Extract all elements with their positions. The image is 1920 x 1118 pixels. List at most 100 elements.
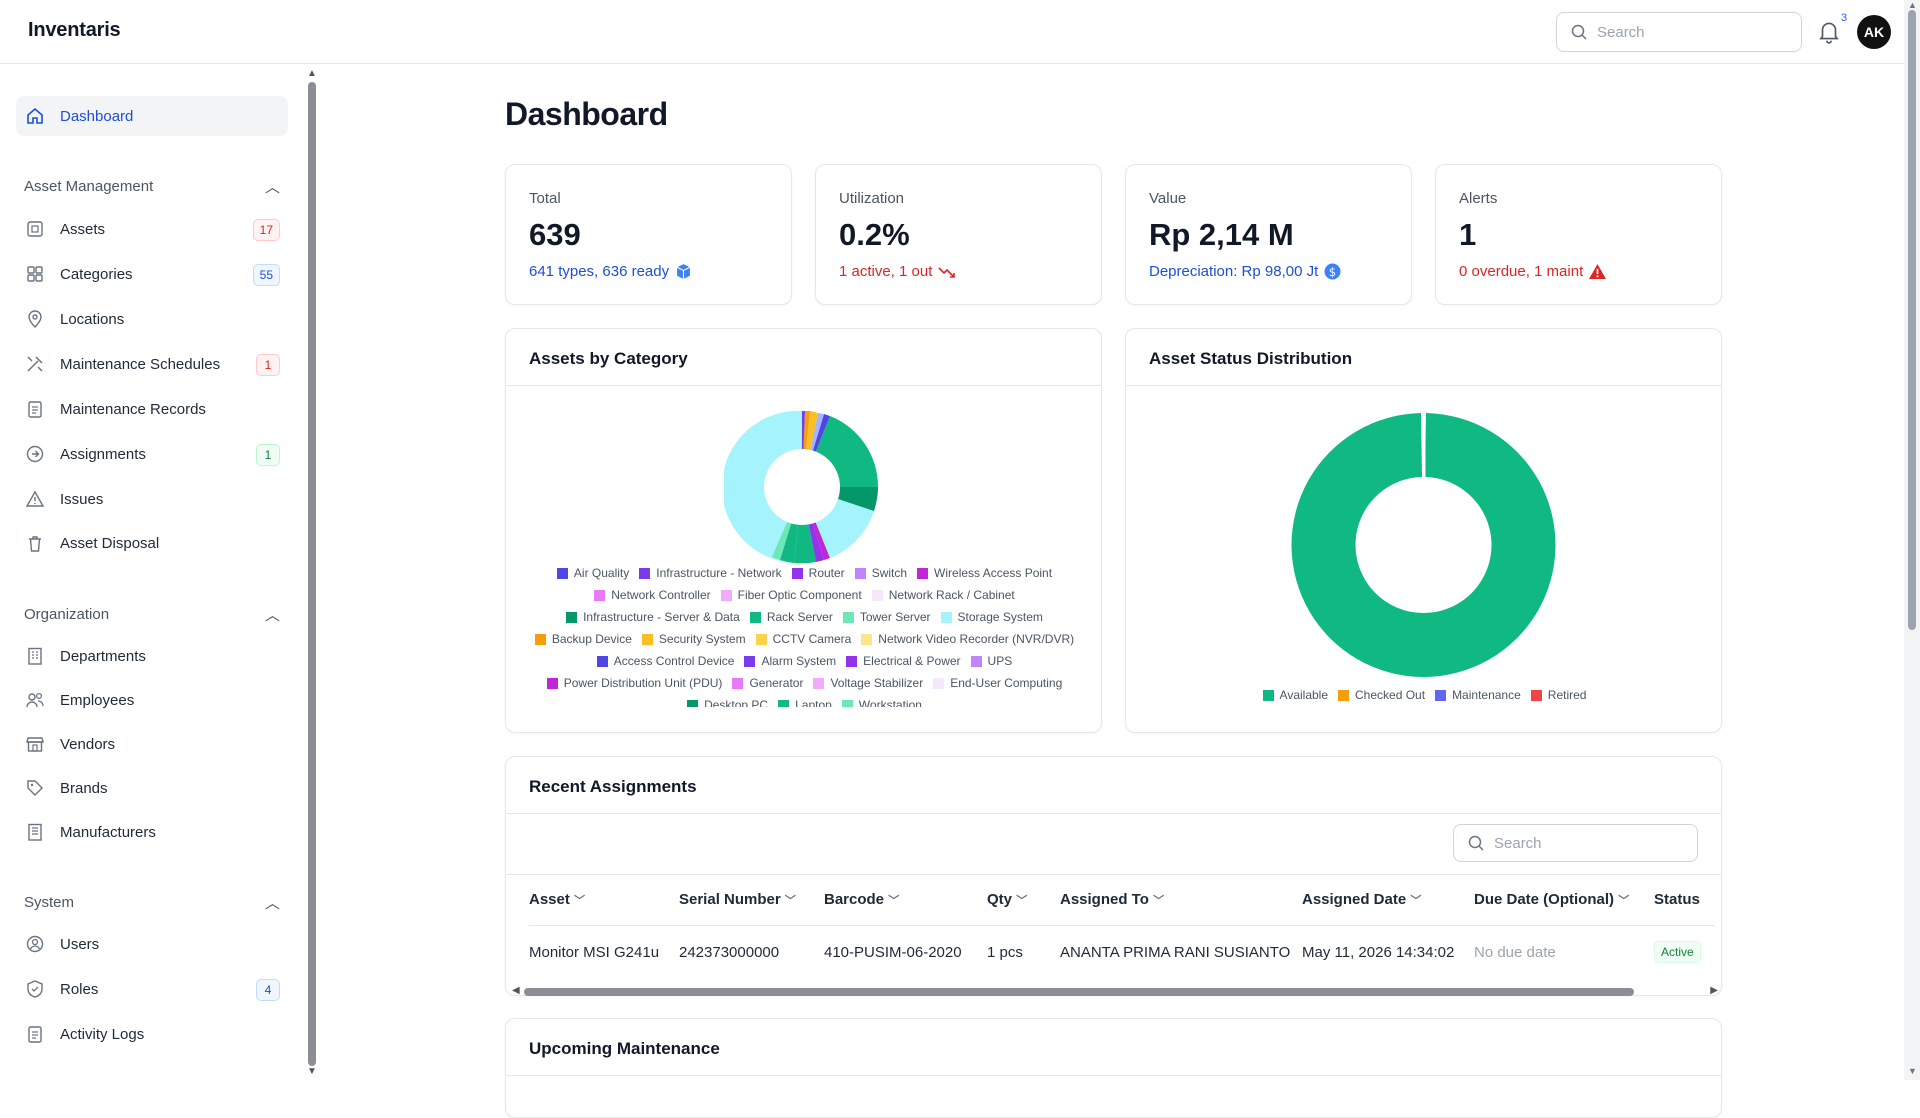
legend-label: Fiber Optic Component (737, 588, 862, 602)
legend-item[interactable]: UPS (970, 653, 1013, 669)
sidebar-item-label: Asset Disposal (60, 534, 160, 552)
assignments-search-input[interactable]: Search (1453, 824, 1698, 862)
legend-item[interactable]: Electrical & Power (846, 653, 961, 669)
map-pin-icon (24, 308, 46, 330)
legend-item[interactable]: Router (791, 565, 845, 581)
sidebar-item-maintenance-schedules[interactable]: Maintenance Schedules 1 (16, 344, 288, 384)
legend-item[interactable]: Storage System (940, 609, 1043, 625)
legend-item[interactable]: Security System (641, 631, 746, 647)
legend-item[interactable]: Retired (1530, 685, 1586, 705)
column-header-assigned-date[interactable]: Assigned Date ﹀ (1302, 875, 1474, 925)
bell-icon[interactable] (1816, 18, 1842, 44)
legend-swatch (778, 699, 790, 707)
legend-item[interactable]: Laptop (778, 697, 832, 707)
legend-item[interactable]: Maintenance (1435, 685, 1521, 705)
column-label: Serial Number (679, 891, 781, 909)
legend-item[interactable]: CCTV Camera (755, 631, 851, 647)
sidebar-item-assignments[interactable]: Assignments 1 (16, 434, 288, 474)
legend-item[interactable]: Switch (854, 565, 907, 581)
sidebar-item-maintenance-records[interactable]: Maintenance Records (16, 389, 288, 429)
legend-swatch (556, 567, 568, 579)
stat-label: Total (529, 190, 561, 207)
table-row[interactable]: Monitor MSI G241u 242373000000 410-PUSIM… (529, 925, 1714, 979)
sidebar-item-employees[interactable]: Employees (16, 680, 288, 720)
table-horizontal-scrollbar[interactable]: ◀ ▶ (512, 985, 1718, 997)
column-header-barcode[interactable]: Barcode ﹀ (824, 875, 987, 925)
svg-text:$: $ (1329, 265, 1336, 279)
legend-item[interactable]: Generator (732, 675, 803, 691)
sidebar-item-manufacturers[interactable]: Manufacturers (16, 812, 288, 852)
assignments-table: Asset ﹀ Serial Number ﹀ Barcode ﹀ Qty ﹀ … (529, 875, 1714, 979)
sidebar-item-label: Maintenance Schedules (60, 355, 221, 373)
column-header-due-date[interactable]: Due Date (Optional) ﹀ (1474, 875, 1654, 925)
horizontal-scrollbar-thumb[interactable] (524, 988, 1634, 996)
legend-item[interactable]: Checked Out (1338, 685, 1425, 705)
column-label: Due Date (Optional) (1474, 891, 1615, 909)
scroll-up-arrow-icon[interactable]: ▲ (307, 68, 317, 79)
sidebar-item-locations[interactable]: Locations (16, 299, 288, 339)
sidebar-item-issues[interactable]: Issues (16, 479, 288, 519)
section-organization[interactable]: Organization ︿ (24, 604, 280, 625)
cell-serial-number: 242373000000 (679, 943, 780, 961)
legend-item[interactable]: Air Quality (556, 565, 629, 581)
stat-subtext: Depreciation: Rp 98,00 Jt $ (1149, 263, 1341, 280)
sidebar-item-assets[interactable]: Assets 17 (16, 209, 288, 249)
app-title[interactable]: Inventaris (28, 19, 121, 41)
legend-item[interactable]: Fiber Optic Component (720, 587, 862, 603)
scroll-down-arrow-icon[interactable]: ▼ (1908, 1066, 1917, 1076)
legend-item[interactable]: Wireless Access Point (917, 565, 1052, 581)
sidebar-item-asset-disposal[interactable]: Asset Disposal (16, 523, 288, 563)
column-header-assigned-to[interactable]: Assigned To ﹀ (1060, 875, 1302, 925)
legend-item[interactable]: Network Rack / Cabinet (871, 587, 1015, 603)
legend-swatch (546, 677, 558, 689)
section-asset-management[interactable]: Asset Management ︿ (24, 176, 280, 197)
trash-icon (24, 532, 46, 554)
stat-subtext: 1 active, 1 out (839, 263, 956, 280)
slice-air-quality (810, 414, 830, 461)
scroll-left-arrow-icon[interactable]: ◀ (512, 985, 520, 996)
legend-item[interactable]: Voltage Stabilizer (813, 675, 923, 691)
sidebar-scrollbar[interactable]: ▲ ▼ (306, 68, 318, 1080)
column-header-serial-number[interactable]: Serial Number ﹀ (679, 875, 824, 925)
legend-item[interactable]: Workstation (841, 697, 922, 707)
legend-item[interactable]: Infrastructure - Network (639, 565, 782, 581)
page-scrollbar[interactable]: ▲ ▼ (1904, 0, 1920, 1080)
section-system[interactable]: System ︿ (24, 892, 280, 913)
column-header-qty[interactable]: Qty ﹀ (987, 875, 1060, 925)
legend-item[interactable]: Network Video Recorder (NVR/DVR) (861, 631, 1074, 647)
legend-item[interactable]: Desktop PC (687, 697, 768, 707)
legend-item[interactable]: Backup Device (534, 631, 632, 647)
sidebar-item-vendors[interactable]: Vendors (16, 724, 288, 764)
legend-item[interactable]: Available (1262, 685, 1328, 705)
scroll-down-arrow-icon[interactable]: ▼ (307, 1066, 317, 1077)
global-search-input[interactable]: Search (1556, 12, 1802, 52)
sidebar-item-dashboard[interactable]: Dashboard (16, 96, 288, 136)
sidebar-scrollbar-thumb[interactable] (308, 82, 316, 1066)
legend-swatch (917, 567, 929, 579)
legend-label: UPS (987, 654, 1013, 668)
legend-item[interactable]: Tower Server (842, 609, 931, 625)
legend-item[interactable]: Alarm System (744, 653, 836, 669)
sidebar-item-users[interactable]: Users (16, 924, 288, 964)
sidebar-item-roles[interactable]: Roles 4 (16, 969, 288, 1009)
sidebar-item-departments[interactable]: Departments (16, 636, 288, 676)
sidebar-item-activity-logs[interactable]: Activity Logs (16, 1014, 288, 1054)
legend-item[interactable]: Power Distribution Unit (PDU) (546, 675, 722, 691)
legend-item[interactable]: Rack Server (749, 609, 833, 625)
legend-item[interactable]: Infrastructure - Server & Data (566, 609, 740, 625)
scroll-up-arrow-icon[interactable]: ▲ (1908, 0, 1917, 10)
sidebar-item-label: Assignments (60, 445, 146, 463)
avatar[interactable]: AK (1857, 15, 1891, 49)
legend-item[interactable]: Network Controller (594, 587, 711, 603)
legend-item[interactable]: Access Control Device (596, 653, 734, 669)
column-header-asset[interactable]: Asset ﹀ (529, 875, 679, 925)
legend-item[interactable]: End-User Computing (933, 675, 1062, 691)
legend-label: Workstation (858, 698, 922, 707)
page-scrollbar-thumb[interactable] (1908, 10, 1916, 630)
sidebar-item-categories[interactable]: Categories 55 (16, 254, 288, 294)
legend-swatch (566, 611, 578, 623)
column-header-status[interactable]: Status (1654, 875, 1714, 925)
legend-label: Network Video Recorder (NVR/DVR) (878, 632, 1075, 646)
scroll-right-arrow-icon[interactable]: ▶ (1710, 985, 1718, 996)
sidebar-item-brands[interactable]: Brands (16, 768, 288, 808)
